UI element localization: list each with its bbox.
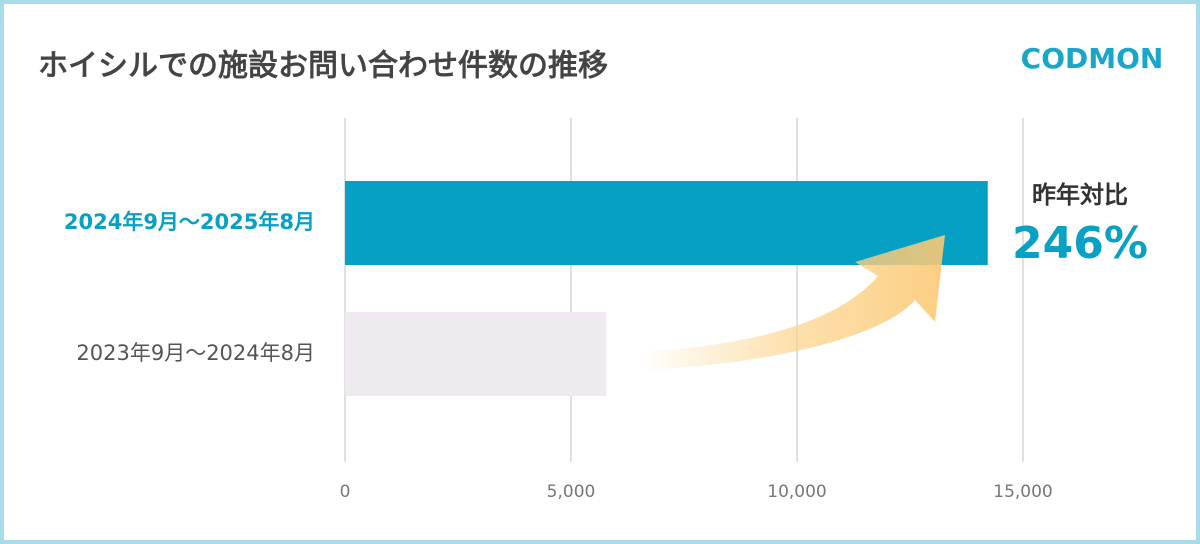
annotation-label: 昨年対比 [1032,181,1128,209]
y-tick-label: 2024年9月～2025年8月 [64,210,315,234]
annotation-value: 246% [1012,218,1148,269]
x-tick-label: 5,000 [547,482,596,502]
growth-arrow [640,235,945,370]
chart-title: ホイシルでの施設お問い合わせ件数の推移 [38,49,608,84]
x-tick-label: 0 [340,482,351,502]
bar [345,181,988,265]
plot: 0 5,000 10,000 15,000 2024年9月～2025年8月 2023年9月… [64,118,1053,502]
x-tick-label: 10,000 [767,482,826,502]
x-tick-label: 15,000 [993,482,1052,502]
logo: CODMON [1021,42,1164,75]
y-tick-label: 2023年9月～2024年8月 [76,341,315,365]
bar [345,312,607,396]
